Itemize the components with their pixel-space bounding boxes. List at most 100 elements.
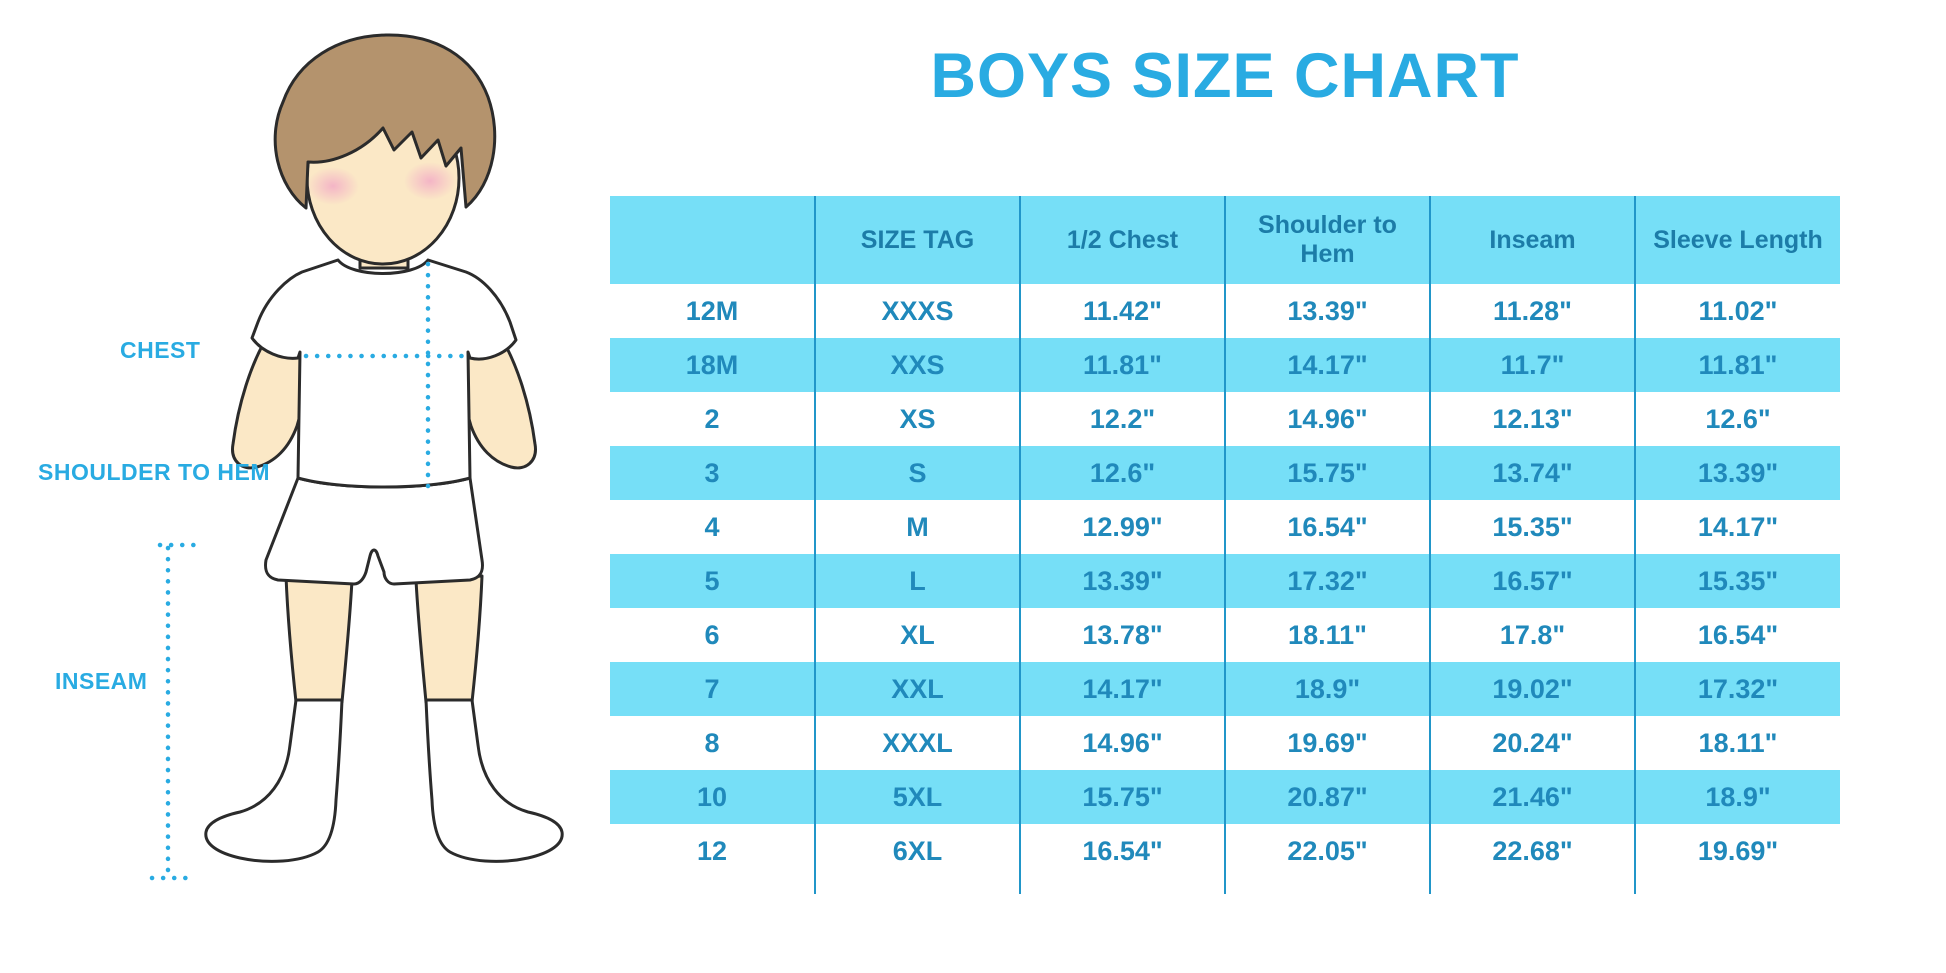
table-body: 12M XXXS 11.42" 13.39" 11.28" 11.02" 18M XXS 11.… [610, 284, 1840, 894]
table-cell: 16.57" [1429, 554, 1635, 608]
table-cell: 13.74" [1429, 446, 1635, 500]
table-cell: 16.54" [1224, 500, 1430, 554]
table-row: 10 5XL 15.75" 20.87" 21.46" 18.9" [610, 770, 1840, 824]
boy-left-leg [284, 574, 354, 704]
table-footer-spacer [610, 878, 1840, 894]
table-row: 12M XXXS 11.42" 13.39" 11.28" 11.02" [610, 284, 1840, 338]
table-cell: 11.42" [1019, 284, 1225, 338]
table-cell: 12 [696, 835, 728, 866]
boy-left-sock [204, 698, 344, 863]
table-cell: 13.78" [1019, 608, 1225, 662]
table-row: 6 XL 13.78" 18.11" 17.8" 16.54" [610, 608, 1840, 662]
column-header: 1/2 Chest [1019, 196, 1225, 284]
table-cell: 11.81" [1634, 338, 1840, 392]
table-cell: 11.28" [1429, 284, 1635, 338]
table-cell: S [814, 446, 1020, 500]
table-cell: 22.05" [1224, 824, 1430, 878]
table-row: 5 L 13.39" 17.32" 16.57" 15.35" [610, 554, 1840, 608]
page-title: BOYS SIZE CHART [930, 41, 1520, 111]
table-cell: 19.69" [1634, 824, 1840, 878]
table-cell: 14.17" [1634, 500, 1840, 554]
table-cell: 21.46" [1429, 770, 1635, 824]
shoulder-to-hem-label: SHOULDER TO HEM [38, 459, 270, 485]
table-cell: 14.17" [1224, 338, 1430, 392]
table-cell: 13.39" [1224, 284, 1430, 338]
table-cell: L [814, 554, 1020, 608]
table-cell: 12.99" [1019, 500, 1225, 554]
table-cell: 15.75" [1019, 770, 1225, 824]
table-cell: 14.96" [1224, 392, 1430, 446]
table-cell: 11.7" [1429, 338, 1635, 392]
column-header: Shoulder to Hem [1224, 196, 1430, 284]
table-cell: 16.54" [1019, 824, 1225, 878]
table-cell: XXS [814, 338, 1020, 392]
column-header: Inseam [1429, 196, 1635, 284]
boy-illustration [149, 33, 564, 881]
boy-right-cheek [404, 162, 456, 200]
table-cell: 12M [685, 295, 739, 326]
table-cell: 18.9" [1634, 770, 1840, 824]
chest-label: CHEST [120, 337, 201, 363]
boy-hair [273, 33, 497, 210]
table-cell: 4 [704, 511, 720, 542]
table-cell: 20.87" [1224, 770, 1430, 824]
table-cell: 11.81" [1019, 338, 1225, 392]
column-header: SIZE TAG [814, 196, 1020, 284]
table-cell: 19.02" [1429, 662, 1635, 716]
table-footer-spacer-cell [1224, 878, 1430, 894]
table-cell: 12.2" [1019, 392, 1225, 446]
table-row: 18M XXS 11.81" 14.17" 11.7" 11.81" [610, 338, 1840, 392]
table-cell: 11.02" [1634, 284, 1840, 338]
size-table: SIZE TAG 1/2 Chest Shoulder to Hem Inseam Sl… [610, 196, 1840, 894]
table-cell: 17.32" [1634, 662, 1840, 716]
table-cell: 14.17" [1019, 662, 1225, 716]
table-row: 4 M 12.99" 16.54" 15.35" 14.17" [610, 500, 1840, 554]
table-cell: 10 [696, 781, 728, 812]
table-row: 2 XS 12.2" 14.96" 12.13" 12.6" [610, 392, 1840, 446]
table-cell: 12.6" [1634, 392, 1840, 446]
boy-measurement-figure: CHEST SHOULDER TO HEM INSEAM [0, 0, 620, 973]
table-cell: 19.69" [1224, 716, 1430, 770]
table-cell: XXL [814, 662, 1020, 716]
table-cell: 12.13" [1429, 392, 1635, 446]
boy-left-cheek [307, 167, 359, 205]
table-footer-spacer-cell [1019, 878, 1225, 894]
table-footer-spacer-cell [814, 878, 1020, 894]
table-cell: 5XL [814, 770, 1020, 824]
table-cell: 6XL [814, 824, 1020, 878]
table-cell: 13.39" [1019, 554, 1225, 608]
table-footer-spacer-cell [1634, 878, 1840, 894]
table-cell: 7 [704, 673, 720, 704]
table-cell: 18.9" [1224, 662, 1430, 716]
table-cell: 13.39" [1634, 446, 1840, 500]
table-cell: XS [814, 392, 1020, 446]
inseam-label: INSEAM [55, 668, 148, 694]
table-footer-spacer-cell [610, 878, 815, 894]
table-cell: 18M [685, 349, 739, 380]
table-cell: M [814, 500, 1020, 554]
boy-shorts [264, 476, 484, 586]
table-cell: 17.32" [1224, 554, 1430, 608]
table-row: 7 XXL 14.17" 18.9" 19.02" 17.32" [610, 662, 1840, 716]
table-header-row: SIZE TAG 1/2 Chest Shoulder to Hem Inseam Sl… [610, 196, 1840, 284]
table-cell: 15.75" [1224, 446, 1430, 500]
table-cell: 6 [704, 619, 720, 650]
table-row: 12 6XL 16.54" 22.05" 22.68" 19.69" [610, 824, 1840, 878]
table-cell: 14.96" [1019, 716, 1225, 770]
table-cell: 17.8" [1429, 608, 1635, 662]
table-cell: 3 [704, 457, 720, 488]
column-header: Sleeve Length [1634, 196, 1840, 284]
table-row: 3 S 12.6" 15.75" 13.74" 13.39" [610, 446, 1840, 500]
table-row: 8 XXXL 14.96" 19.69" 20.24" 18.11" [610, 716, 1840, 770]
table-cell: 15.35" [1634, 554, 1840, 608]
column-header [610, 196, 815, 284]
table-cell: 15.35" [1429, 500, 1635, 554]
table-cell: 16.54" [1634, 608, 1840, 662]
table-cell: 12.6" [1019, 446, 1225, 500]
table-cell: XXXL [814, 716, 1020, 770]
table-footer-spacer-cell [1429, 878, 1635, 894]
table-cell: 22.68" [1429, 824, 1635, 878]
boy-right-sock [424, 698, 564, 863]
table-cell: 18.11" [1634, 716, 1840, 770]
